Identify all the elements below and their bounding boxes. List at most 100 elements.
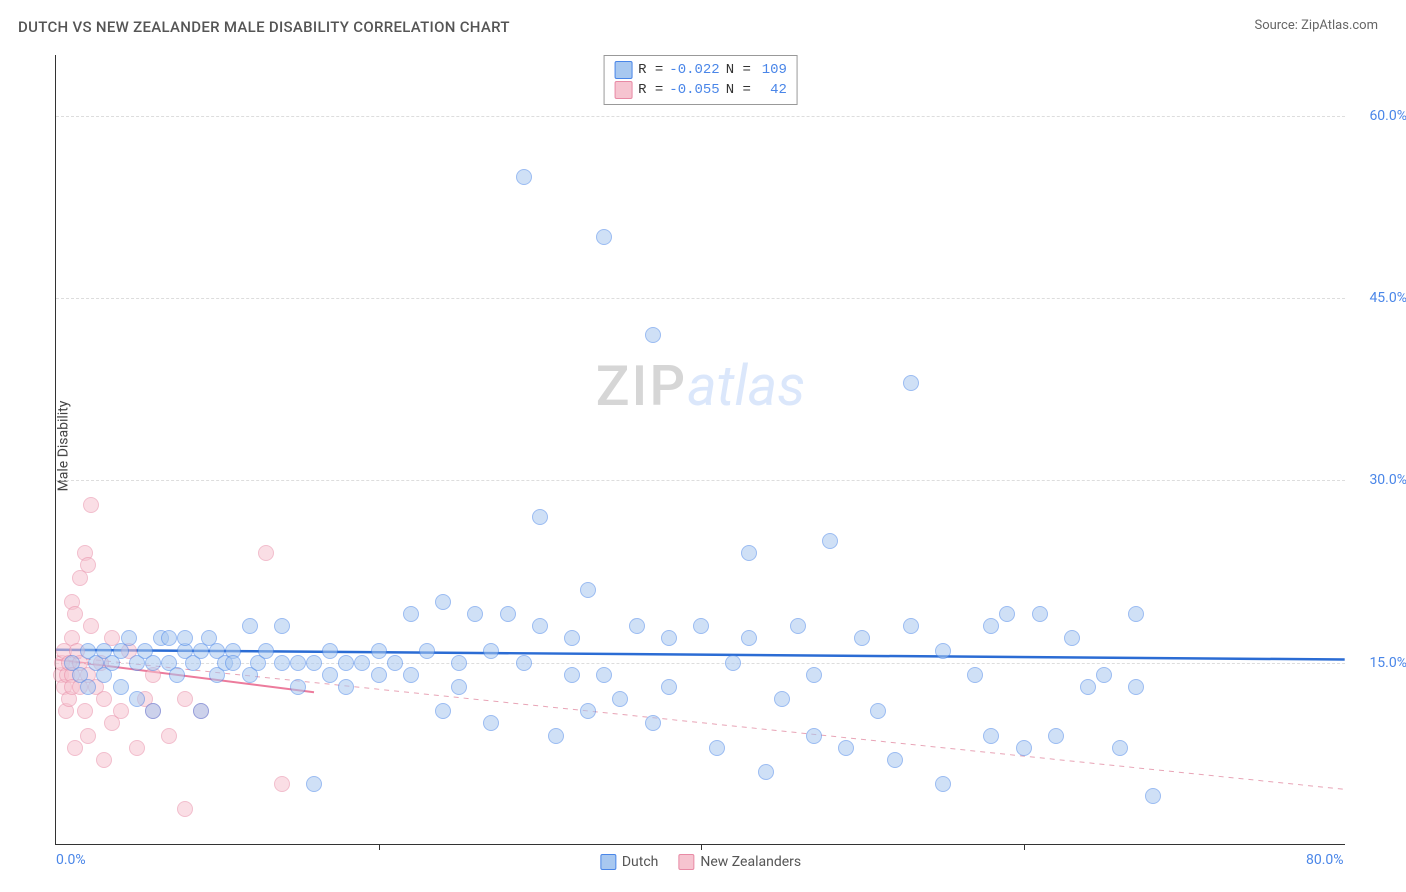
- data-point: [758, 764, 774, 780]
- data-point: [67, 606, 83, 622]
- data-point: [322, 643, 338, 659]
- stats-n-label: N =: [726, 62, 751, 78]
- data-point: [983, 618, 999, 634]
- data-point: [1128, 679, 1144, 695]
- y-tick-label: 45.0%: [1369, 290, 1406, 306]
- data-point: [83, 497, 99, 513]
- data-point: [983, 728, 999, 744]
- data-point: [709, 740, 725, 756]
- chart-container: DUTCH VS NEW ZEALANDER MALE DISABILITY C…: [0, 0, 1406, 892]
- data-point: [741, 630, 757, 646]
- data-point: [354, 655, 370, 671]
- data-point: [80, 557, 96, 573]
- stats-r-label: R =: [638, 82, 663, 98]
- legend-swatch-dutch: [600, 854, 616, 870]
- data-point: [500, 606, 516, 622]
- data-point: [338, 679, 354, 695]
- data-point: [177, 691, 193, 707]
- legend-swatch-nz: [678, 854, 694, 870]
- data-point: [145, 703, 161, 719]
- data-point: [661, 679, 677, 695]
- data-point: [935, 643, 951, 659]
- data-point: [596, 667, 612, 683]
- x-tick-label: 0.0%: [56, 852, 86, 868]
- data-point: [838, 740, 854, 756]
- data-point: [887, 752, 903, 768]
- chart-plot-area: ZIPatlas R = -0.022 N = 109 R = -0.055 N…: [55, 55, 1345, 845]
- data-point: [903, 375, 919, 391]
- data-point: [693, 618, 709, 634]
- x-tick-label: 80.0%: [1306, 852, 1344, 868]
- data-point: [532, 509, 548, 525]
- data-point: [903, 618, 919, 634]
- legend: Dutch New Zealanders: [600, 854, 801, 870]
- data-point: [822, 533, 838, 549]
- data-point: [790, 618, 806, 634]
- data-point: [96, 752, 112, 768]
- data-point: [96, 691, 112, 707]
- stats-n-value-nz: 42: [757, 82, 787, 98]
- legend-item-dutch: Dutch: [600, 854, 659, 870]
- data-point: [129, 740, 145, 756]
- stats-box: R = -0.022 N = 109 R = -0.055 N = 42: [603, 55, 798, 105]
- data-point: [387, 655, 403, 671]
- data-point: [145, 655, 161, 671]
- data-point: [741, 545, 757, 561]
- data-point: [854, 630, 870, 646]
- data-point: [80, 679, 96, 695]
- data-point: [532, 618, 548, 634]
- data-point: [225, 655, 241, 671]
- data-point: [121, 630, 137, 646]
- data-point: [113, 679, 129, 695]
- data-point: [113, 703, 129, 719]
- data-point: [242, 618, 258, 634]
- data-point: [1128, 606, 1144, 622]
- source-label: Source: ZipAtlas.com: [1254, 18, 1378, 33]
- data-point: [169, 667, 185, 683]
- x-tick: [1024, 844, 1025, 850]
- data-point: [1145, 788, 1161, 804]
- legend-label-dutch: Dutch: [622, 854, 659, 870]
- data-point: [177, 801, 193, 817]
- stats-row-dutch: R = -0.022 N = 109: [614, 60, 787, 80]
- data-point: [580, 703, 596, 719]
- data-point: [129, 691, 145, 707]
- data-point: [483, 643, 499, 659]
- data-point: [177, 630, 193, 646]
- data-point: [645, 715, 661, 731]
- x-tick: [379, 844, 380, 850]
- data-point: [338, 655, 354, 671]
- trend-lines-layer: [56, 55, 1345, 844]
- stats-r-value-nz: -0.055: [669, 82, 719, 98]
- gridline: [56, 116, 1345, 117]
- y-tick-label: 60.0%: [1369, 108, 1406, 124]
- data-point: [1064, 630, 1080, 646]
- data-point: [870, 703, 886, 719]
- watermark-atlas: atlas: [687, 353, 805, 419]
- data-point: [516, 655, 532, 671]
- data-point: [806, 667, 822, 683]
- data-point: [258, 643, 274, 659]
- x-tick: [701, 844, 702, 850]
- data-point: [483, 715, 499, 731]
- data-point: [661, 630, 677, 646]
- data-point: [451, 679, 467, 695]
- data-point: [935, 776, 951, 792]
- data-point: [306, 776, 322, 792]
- data-point: [806, 728, 822, 744]
- stats-n-label: N =: [726, 82, 751, 98]
- data-point: [435, 703, 451, 719]
- data-point: [258, 545, 274, 561]
- data-point: [1016, 740, 1032, 756]
- data-point: [645, 327, 661, 343]
- gridline: [56, 480, 1345, 481]
- data-point: [80, 728, 96, 744]
- data-point: [1048, 728, 1064, 744]
- data-point: [290, 679, 306, 695]
- data-point: [451, 655, 467, 671]
- data-point: [596, 229, 612, 245]
- stats-row-nz: R = -0.055 N = 42: [614, 80, 787, 100]
- data-point: [564, 630, 580, 646]
- data-point: [371, 667, 387, 683]
- watermark-zip: ZIP: [596, 353, 687, 419]
